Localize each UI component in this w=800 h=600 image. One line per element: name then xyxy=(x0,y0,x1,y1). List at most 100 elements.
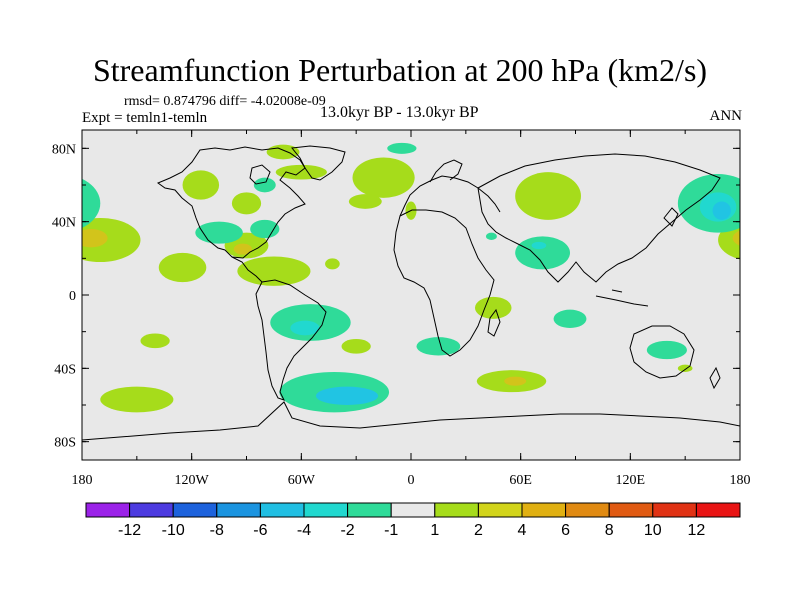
field-greenland-positive xyxy=(352,157,415,198)
coastline-antarctica xyxy=(82,401,740,441)
field-south-atlantic-negative-core xyxy=(315,386,379,406)
field-north-pacific-negative-core-2 xyxy=(712,201,731,220)
colorbar-swatch xyxy=(652,502,697,518)
colorbar-label: -8 xyxy=(210,522,224,539)
colorbar-swatch xyxy=(347,502,392,518)
field-east-pacific-south-positive xyxy=(140,333,170,349)
lat-label: 80S xyxy=(54,436,76,451)
period-label: 13.0kyr BP - 13.0kyr BP xyxy=(320,104,479,121)
coastline-greenland xyxy=(291,145,346,181)
colorbar-label: -2 xyxy=(340,522,354,539)
season-label: ANN xyxy=(709,108,743,124)
colorbar-label: 10 xyxy=(644,522,662,539)
colorbar-swatch xyxy=(608,502,654,518)
experiment-label: Expt = temln1-temln xyxy=(82,110,208,126)
field-east-pacific-positive-core-wrap xyxy=(732,230,740,246)
colorbar-label: -1 xyxy=(384,522,398,539)
colorbar-swatch xyxy=(390,502,436,518)
colorbar xyxy=(85,502,741,518)
colorbar-swatch xyxy=(434,502,479,518)
field-australia-south-negative xyxy=(646,340,687,360)
lat-label: 40N xyxy=(52,216,76,231)
colorbar-label: -4 xyxy=(297,522,311,539)
coastline-madagascar xyxy=(487,308,501,337)
field-west-atlantic-positive xyxy=(231,192,262,215)
colorbar-swatch xyxy=(85,502,131,518)
field-africa-south-negative xyxy=(416,337,461,356)
field-east-asia-negative-core xyxy=(531,241,547,250)
coastline-central-america xyxy=(231,256,263,283)
field-south-indian-positive-core xyxy=(504,376,527,386)
lat-label: 80N xyxy=(52,142,76,157)
field-arctic-canada-positive xyxy=(275,164,327,180)
field-north-pacific-negative-wrap xyxy=(82,178,101,228)
field-alaska-canada-positive xyxy=(182,170,220,200)
colorbar-swatch xyxy=(216,502,261,518)
lat-label: 40S xyxy=(54,362,76,377)
field-florida-negative xyxy=(250,219,280,239)
field-north-america-negative xyxy=(195,221,243,244)
coastline-new-zealand xyxy=(709,366,721,390)
field-caribbean-positive xyxy=(237,256,311,286)
longitude-labels: 180 120W 60W 0 60E 120E 180 xyxy=(72,473,751,488)
field-arabian-small-negative xyxy=(485,232,497,240)
colorbar-label: 4 xyxy=(518,522,527,539)
colorbar-swatch xyxy=(695,502,741,518)
lon-label: 60W xyxy=(288,473,316,488)
colorbar-swatch xyxy=(129,502,174,518)
plot-title: Streamfunction Perturbation at 200 hPa (… xyxy=(92,52,708,88)
colorbar-swatch xyxy=(565,502,610,518)
lon-label: 0 xyxy=(408,473,415,488)
colorbar-labels: -12 -10 -8 -6 -4 -2 -1 1 2 4 6 8 10 12 xyxy=(118,522,705,539)
coastlines xyxy=(82,145,740,441)
latitude-labels: 80N 40N 0 40S 80S xyxy=(52,142,76,450)
field-east-asia-negative xyxy=(515,236,571,270)
field-gulf-positive-core xyxy=(233,243,252,255)
lon-label: 180 xyxy=(730,473,751,488)
coastline-australia xyxy=(629,325,695,379)
colorbar-swatch xyxy=(303,502,349,518)
axis-ticks xyxy=(81,130,741,460)
lon-label: 120W xyxy=(175,473,210,488)
colorbar-swatch xyxy=(259,502,305,518)
field-east-pacific-positive-core xyxy=(82,229,108,248)
field-madagascar-positive xyxy=(474,296,512,319)
colorbar-label: -12 xyxy=(118,522,141,539)
colorbar-swatch xyxy=(172,502,218,518)
colorbar-swatch xyxy=(521,502,567,518)
field-indian-ocean-negative xyxy=(553,309,587,329)
coastline-africa xyxy=(393,209,495,357)
colorbar-label: 8 xyxy=(605,522,614,539)
field-central-pacific-north-positive xyxy=(158,252,207,283)
colorbar-label: 6 xyxy=(561,522,570,539)
colorbar-label: 1 xyxy=(430,522,439,539)
field-pacific-south-positive xyxy=(100,386,174,413)
field-siberia-positive xyxy=(515,172,581,220)
coastline-asia xyxy=(477,153,721,283)
coastline-europe xyxy=(399,175,501,217)
lat-label: 0 xyxy=(69,289,76,304)
lon-label: 120E xyxy=(616,473,646,488)
coastline-indonesia xyxy=(595,289,649,307)
field-south-atlantic-small-positive xyxy=(341,339,371,354)
coastline-hudson xyxy=(249,164,271,185)
lon-label: 60E xyxy=(509,473,532,488)
coastline-north-america xyxy=(156,146,306,259)
field-north-atlantic-positive xyxy=(348,194,382,209)
field-atlantic-north-small-positive xyxy=(325,258,340,270)
field-arctic-north-positive-2 xyxy=(387,142,417,154)
field-hudson-negative xyxy=(253,177,276,193)
coastline-japan xyxy=(663,207,679,227)
field-east-pacific-positive xyxy=(82,218,141,262)
field-contours xyxy=(82,142,740,413)
coastline-scandinavia xyxy=(429,159,463,183)
stats-text: rmsd= 0.874796 diff= -4.02008e-09 xyxy=(124,94,326,109)
colorbar-swatch xyxy=(477,502,523,518)
coastline-south-america xyxy=(255,279,327,401)
colorbar-label: -10 xyxy=(162,522,185,539)
colorbar-label: 2 xyxy=(474,522,483,539)
colorbar-label: -6 xyxy=(253,522,267,539)
colorbar-label: 12 xyxy=(688,522,706,539)
field-south-america-negative-core xyxy=(290,320,320,336)
